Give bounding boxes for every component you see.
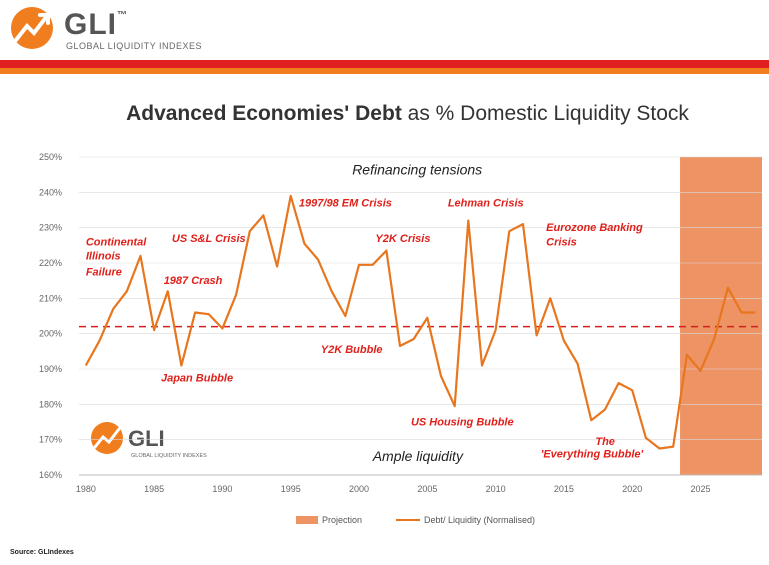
x-tick-label: 2000 (349, 484, 369, 494)
event-annotation: 1997/98 EM Crisis (299, 197, 392, 209)
x-tick-label: 2010 (486, 484, 506, 494)
y-tick-label: 200% (39, 329, 62, 339)
event-annotation: Japan Bubble (161, 372, 233, 384)
legend-line-label: Debt/ Liquidity (Normalised) (424, 515, 535, 525)
source-note: Source: GLIndexes (10, 549, 74, 556)
region-annotation: Refinancing tensions (352, 162, 482, 178)
legend-projection-label: Projection (322, 515, 362, 525)
y-tick-label: 190% (39, 364, 62, 374)
x-tick-label: 2025 (691, 484, 711, 494)
watermark-subtitle: GLOBAL LIQUIDITY INDEXES (131, 453, 207, 459)
event-annotation: US Housing Bubble (411, 417, 514, 429)
logo-subtitle: GLOBAL LIQUIDITY INDEXES (66, 41, 203, 51)
legend: Projection Debt/ Liquidity (Normalised) (296, 515, 535, 525)
event-annotation: US S&L Crisis (172, 233, 246, 245)
x-tick-label: 2020 (622, 484, 642, 494)
x-tick-label: 2015 (554, 484, 574, 494)
y-tick-label: 240% (39, 187, 62, 197)
x-tick-label: 1995 (281, 484, 301, 494)
event-annotation: The (595, 436, 615, 448)
y-tick-label: 250% (39, 152, 62, 162)
event-annotation: 1987 Crash (164, 275, 223, 287)
plot-area: 160% 170% 180% 190% 200% 210% 220% 230% 240% 250%… (39, 152, 762, 494)
event-annotation: Failure (86, 266, 122, 278)
y-tick-label: 230% (39, 223, 62, 233)
y-tick-label: 160% (39, 470, 62, 480)
gli-logo-icon (11, 7, 53, 49)
region-annotation: Ample liquidity (372, 448, 464, 464)
event-annotation: 'Everything Bubble' (541, 448, 644, 460)
chart-title: Advanced Economies' Debt as % Domestic L… (126, 102, 689, 125)
x-tick-label: 1980 (76, 484, 96, 494)
event-annotation: Continental (86, 236, 147, 248)
series-line-debt-liquidity (84, 194, 756, 450)
header-stripe-red (0, 60, 769, 68)
event-annotation: Y2K Crisis (375, 233, 430, 245)
event-annotation: Y2K Bubble (321, 344, 383, 356)
watermark-title: GLI (128, 426, 165, 451)
logo-title: GLI™ (64, 8, 128, 41)
event-annotation: Lehman Crisis (448, 197, 524, 209)
x-tick-label: 2005 (417, 484, 437, 494)
watermark-logo-icon (91, 422, 123, 454)
x-tick-label: 1990 (212, 484, 232, 494)
event-annotation: Illinois (86, 250, 121, 262)
x-tick-label: 1985 (144, 484, 164, 494)
watermark: GLI GLOBAL LIQUIDITY INDEXES (91, 422, 207, 459)
event-annotation: Eurozone Banking (546, 222, 643, 234)
legend-projection-swatch (296, 516, 318, 524)
event-annotation: Crisis (546, 236, 577, 248)
y-tick-label: 210% (39, 293, 62, 303)
y-tick-label: 180% (39, 399, 62, 409)
y-tick-label: 220% (39, 258, 62, 268)
y-tick-label: 170% (39, 435, 62, 445)
header: GLI™ GLOBAL LIQUIDITY INDEXES (0, 0, 769, 60)
header-stripe-orange (0, 68, 769, 74)
